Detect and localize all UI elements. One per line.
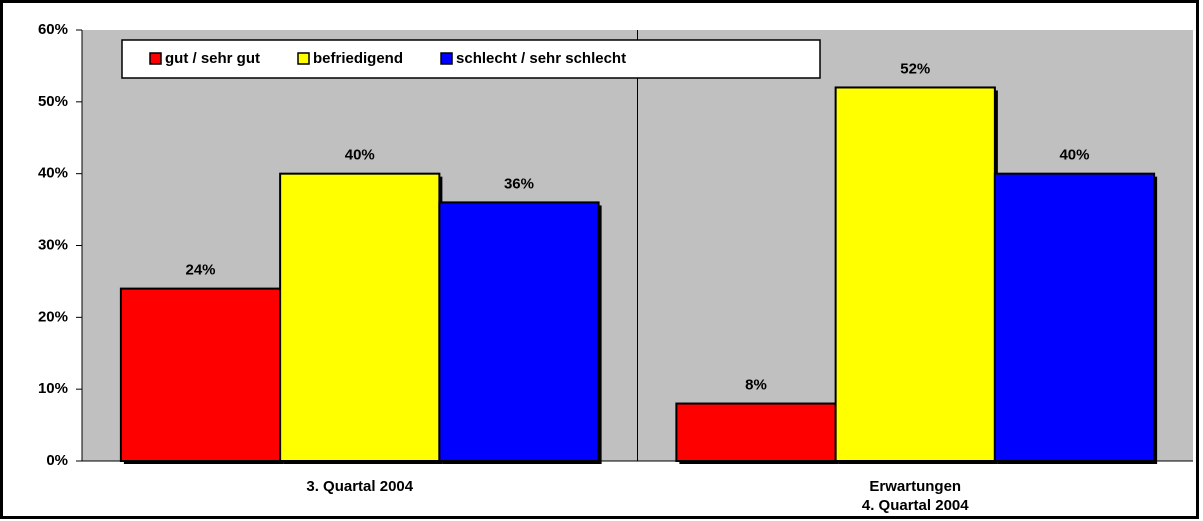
bar	[993, 172, 1156, 463]
legend-swatch	[440, 52, 453, 65]
y-tick-label: 30%	[38, 236, 68, 253]
data-label: 8%	[745, 377, 767, 394]
data-label: 40%	[345, 147, 375, 164]
y-tick-label: 10%	[38, 380, 68, 397]
bar	[438, 201, 600, 462]
bar	[279, 172, 441, 463]
legend-swatch	[149, 52, 162, 65]
bar	[675, 402, 837, 462]
y-tick-label: 0%	[46, 452, 68, 469]
y-tick-label: 50%	[38, 93, 68, 110]
y-tick-label: 20%	[38, 308, 68, 325]
legend-label: schlecht / sehr schlecht	[456, 50, 626, 67]
x-tick-label: 3. Quartal 2004	[306, 478, 414, 495]
x-tick-label: Erwartungen 4. Quartal 2004	[861, 478, 969, 514]
data-label: 24%	[185, 262, 215, 279]
legend-swatch	[297, 52, 310, 65]
y-tick-label: 40%	[38, 165, 68, 182]
bar	[119, 287, 282, 462]
y-tick-label: 60%	[38, 21, 68, 38]
legend-label: befriedigend	[313, 50, 403, 67]
bar	[834, 86, 996, 462]
legend-box	[121, 39, 821, 79]
data-label: 36%	[504, 175, 534, 192]
data-label: 52%	[900, 60, 930, 77]
legend-label: gut / sehr gut	[165, 50, 260, 67]
data-label: 40%	[1059, 147, 1089, 164]
